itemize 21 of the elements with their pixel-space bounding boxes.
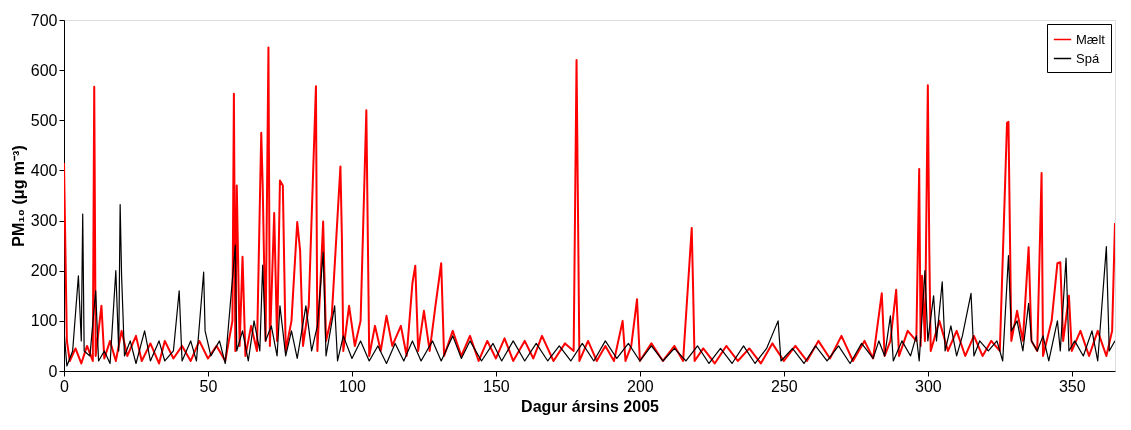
legend-label: Mælt — [1076, 31, 1106, 47]
y-tick-label: 300 — [30, 212, 58, 230]
y-tick-label: 500 — [30, 111, 58, 129]
x-tick-label: 250 — [771, 377, 798, 395]
x-tick-label: 350 — [1058, 377, 1086, 395]
x-tick-label: 100 — [339, 377, 366, 395]
y-tick-label: 100 — [30, 312, 58, 330]
y-tick-label: 600 — [30, 61, 58, 79]
x-axis-title: Dagur ársins 2005 — [521, 397, 660, 415]
y-tick-label: 0 — [48, 362, 58, 380]
x-tick-label: 50 — [199, 377, 218, 395]
x-tick-label: 200 — [627, 377, 654, 395]
y-tick-label: 700 — [30, 11, 58, 29]
line-series — [64, 46, 1115, 365]
x-tick-label: 150 — [483, 377, 510, 395]
x-tick-label: 0 — [60, 377, 70, 395]
legend-label: Spá — [1076, 50, 1100, 66]
y-tick-label: 400 — [30, 161, 58, 179]
x-tick-label: 300 — [914, 377, 942, 395]
y-axis-title: PM₁₀ (μg m⁻³) — [9, 145, 27, 247]
y-tick-label: 200 — [30, 262, 58, 280]
